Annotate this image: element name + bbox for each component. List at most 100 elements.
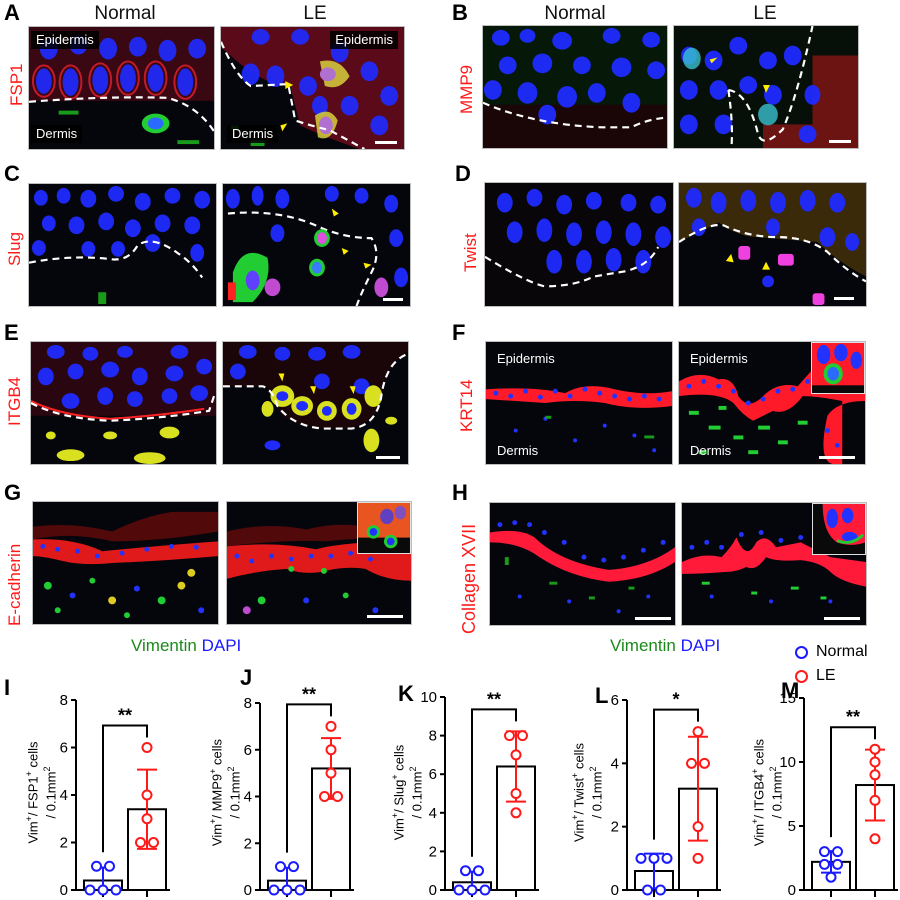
circle-marker-icon xyxy=(795,645,808,659)
panel-letter-b: B xyxy=(452,0,468,25)
tissue-label-epidermis: Epidermis xyxy=(497,351,555,366)
scale-bar xyxy=(376,456,400,459)
panel-letter-a: A xyxy=(4,0,20,25)
panel-letter-m: M xyxy=(781,678,800,703)
svg-text:2: 2 xyxy=(244,835,252,852)
svg-text:**: ** xyxy=(846,707,860,727)
svg-text:**: ** xyxy=(302,684,316,704)
micrograph-c-le xyxy=(222,183,411,307)
scale-bar xyxy=(367,615,403,618)
panel-letter-f: F xyxy=(452,320,466,345)
tissue-label-epidermis: Epidermis xyxy=(330,31,398,50)
svg-text:2: 2 xyxy=(611,819,619,836)
legend-label: LE xyxy=(816,667,836,684)
micrograph-h-normal xyxy=(489,502,676,626)
svg-text:6: 6 xyxy=(429,766,437,783)
scale-bar xyxy=(824,617,860,620)
counterstain-caption: Vimentin DAPI xyxy=(131,637,241,654)
svg-text:0: 0 xyxy=(244,882,252,899)
micrograph-g-le xyxy=(226,501,412,625)
inset-zoom xyxy=(812,503,866,555)
micrograph-e-normal xyxy=(30,341,217,465)
svg-text:5: 5 xyxy=(788,818,796,835)
svg-text:4: 4 xyxy=(244,789,252,806)
legend-item-normal: Normal xyxy=(795,640,868,664)
micrograph-h-le xyxy=(681,502,867,626)
tissue-label-dermis: Dermis xyxy=(31,125,83,144)
tissue-label-dermis: Dermis xyxy=(690,443,732,458)
svg-text:6: 6 xyxy=(60,740,68,757)
panel-letter-g: G xyxy=(4,480,22,505)
micrograph-a-normal: Epidermis Dermis xyxy=(28,26,215,150)
micrograph-f-le: Epidermis Dermis xyxy=(678,341,866,465)
svg-text:**: ** xyxy=(487,689,501,709)
caption-vimentin: Vimentin xyxy=(131,636,197,655)
scale-bar xyxy=(819,456,855,459)
chart-legend: Normal LE xyxy=(795,640,868,688)
svg-text:8: 8 xyxy=(244,695,252,712)
scale-bar xyxy=(635,617,671,620)
tissue-label-dermis: Dermis xyxy=(497,443,539,458)
tissue-label-dermis: Dermis xyxy=(227,125,279,144)
panel-letter-l: L xyxy=(595,683,609,708)
svg-text:2: 2 xyxy=(60,835,68,852)
svg-text:8: 8 xyxy=(60,692,68,709)
svg-text:8: 8 xyxy=(429,728,437,745)
panel-letter-h: H xyxy=(452,480,468,505)
svg-text:*: * xyxy=(672,690,679,710)
legend-item-le: LE xyxy=(795,664,868,688)
svg-text:4: 4 xyxy=(611,755,619,772)
circle-marker-icon xyxy=(795,669,808,683)
scale-bar xyxy=(383,298,403,301)
column-header-le: LE xyxy=(303,3,327,24)
svg-text:0: 0 xyxy=(429,882,437,899)
panel-letter-e: E xyxy=(4,320,19,345)
svg-text:0: 0 xyxy=(611,882,619,899)
svg-text:0: 0 xyxy=(788,882,796,899)
inset-zoom xyxy=(811,342,865,394)
micrograph-b-normal xyxy=(482,25,668,149)
micrograph-e-le xyxy=(222,341,409,465)
svg-text:4: 4 xyxy=(60,787,68,804)
svg-text:2: 2 xyxy=(429,843,437,860)
scale-bar xyxy=(375,141,397,144)
svg-text:6: 6 xyxy=(244,742,252,759)
micrograph-d-le xyxy=(678,182,867,307)
svg-text:15: 15 xyxy=(779,690,796,707)
panel-letter-k: K xyxy=(398,681,414,706)
column-header-normal: Normal xyxy=(544,3,606,24)
tissue-label-epidermis: Epidermis xyxy=(690,351,748,366)
legend-label: Normal xyxy=(816,643,868,660)
caption-vimentin: Vimentin xyxy=(610,636,676,655)
svg-text:4: 4 xyxy=(429,805,437,822)
tissue-label-epidermis: Epidermis xyxy=(31,31,99,50)
caption-dapi: DAPI xyxy=(680,636,721,655)
caption-dapi: DAPI xyxy=(201,636,242,655)
inset-zoom xyxy=(357,502,411,554)
svg-text:6: 6 xyxy=(611,692,619,709)
micrograph-c-normal xyxy=(28,183,217,307)
column-header-le: LE xyxy=(753,3,777,24)
panel-letter-d: D xyxy=(455,161,471,186)
panel-letter-i: I xyxy=(4,675,11,700)
scale-bar xyxy=(834,297,854,300)
panel-letter-j: J xyxy=(240,665,253,690)
svg-text:**: ** xyxy=(118,706,132,726)
micrograph-b-le xyxy=(673,25,859,149)
svg-text:10: 10 xyxy=(420,689,437,706)
counterstain-caption: Vimentin DAPI xyxy=(610,637,720,654)
svg-text:0: 0 xyxy=(60,882,68,899)
micrograph-d-normal xyxy=(484,182,674,307)
micrograph-f-normal: Epidermis Dermis xyxy=(485,341,673,465)
scale-bar xyxy=(829,140,851,143)
column-header-normal: Normal xyxy=(94,3,156,24)
panel-letter-c: C xyxy=(4,161,20,186)
svg-text:10: 10 xyxy=(779,754,796,771)
micrograph-g-normal xyxy=(32,501,219,625)
micrograph-a-le: Epidermis Dermis xyxy=(220,26,405,150)
